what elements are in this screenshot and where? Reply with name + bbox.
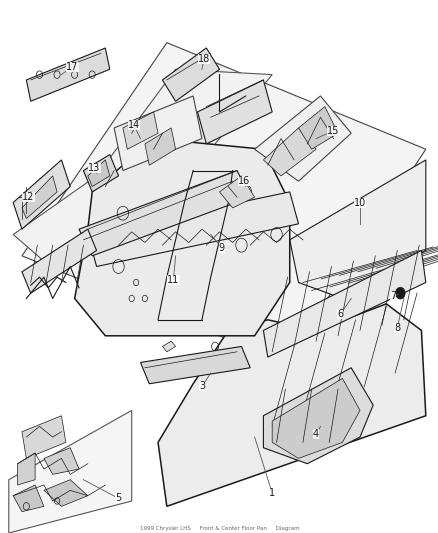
Polygon shape — [263, 368, 372, 464]
Polygon shape — [88, 160, 110, 187]
Polygon shape — [83, 155, 118, 192]
Polygon shape — [13, 485, 44, 512]
Text: 13: 13 — [88, 163, 100, 173]
Text: 11: 11 — [167, 275, 179, 285]
Polygon shape — [140, 346, 250, 384]
Text: 5: 5 — [115, 494, 121, 503]
Polygon shape — [263, 251, 425, 357]
Polygon shape — [145, 128, 175, 165]
Text: 1999 Chrysler LHS     Front & Center Floor Pan     Diagram: 1999 Chrysler LHS Front & Center Floor P… — [139, 526, 299, 531]
Polygon shape — [22, 416, 66, 458]
Polygon shape — [162, 341, 175, 352]
Polygon shape — [162, 48, 219, 101]
Text: 4: 4 — [312, 430, 318, 439]
Polygon shape — [74, 139, 289, 336]
Text: 14: 14 — [127, 120, 140, 130]
Text: 17: 17 — [66, 62, 78, 71]
Polygon shape — [272, 378, 359, 458]
Text: 18: 18 — [198, 54, 210, 63]
Polygon shape — [13, 69, 272, 261]
Polygon shape — [298, 107, 337, 149]
Text: 12: 12 — [22, 192, 35, 202]
Polygon shape — [79, 171, 250, 256]
Polygon shape — [158, 304, 425, 506]
Polygon shape — [123, 112, 158, 149]
Text: 16: 16 — [237, 176, 249, 186]
Polygon shape — [44, 480, 88, 506]
Polygon shape — [197, 80, 272, 144]
Polygon shape — [88, 192, 298, 266]
Polygon shape — [114, 96, 201, 171]
Polygon shape — [219, 176, 254, 208]
Text: 6: 6 — [336, 310, 343, 319]
Text: 7: 7 — [389, 291, 395, 301]
Polygon shape — [13, 160, 70, 229]
Text: 3: 3 — [198, 382, 205, 391]
Text: 8: 8 — [393, 323, 399, 333]
Text: 9: 9 — [218, 243, 224, 253]
Polygon shape — [254, 96, 350, 181]
Circle shape — [395, 287, 404, 299]
Polygon shape — [263, 128, 315, 176]
Polygon shape — [22, 176, 57, 219]
Polygon shape — [44, 448, 79, 474]
Polygon shape — [26, 48, 110, 101]
Polygon shape — [289, 160, 425, 298]
Polygon shape — [9, 410, 131, 533]
Text: 10: 10 — [353, 198, 365, 207]
Polygon shape — [22, 43, 425, 362]
Text: 1: 1 — [268, 488, 275, 498]
Polygon shape — [22, 229, 96, 293]
Text: 15: 15 — [327, 126, 339, 135]
Polygon shape — [18, 453, 35, 485]
